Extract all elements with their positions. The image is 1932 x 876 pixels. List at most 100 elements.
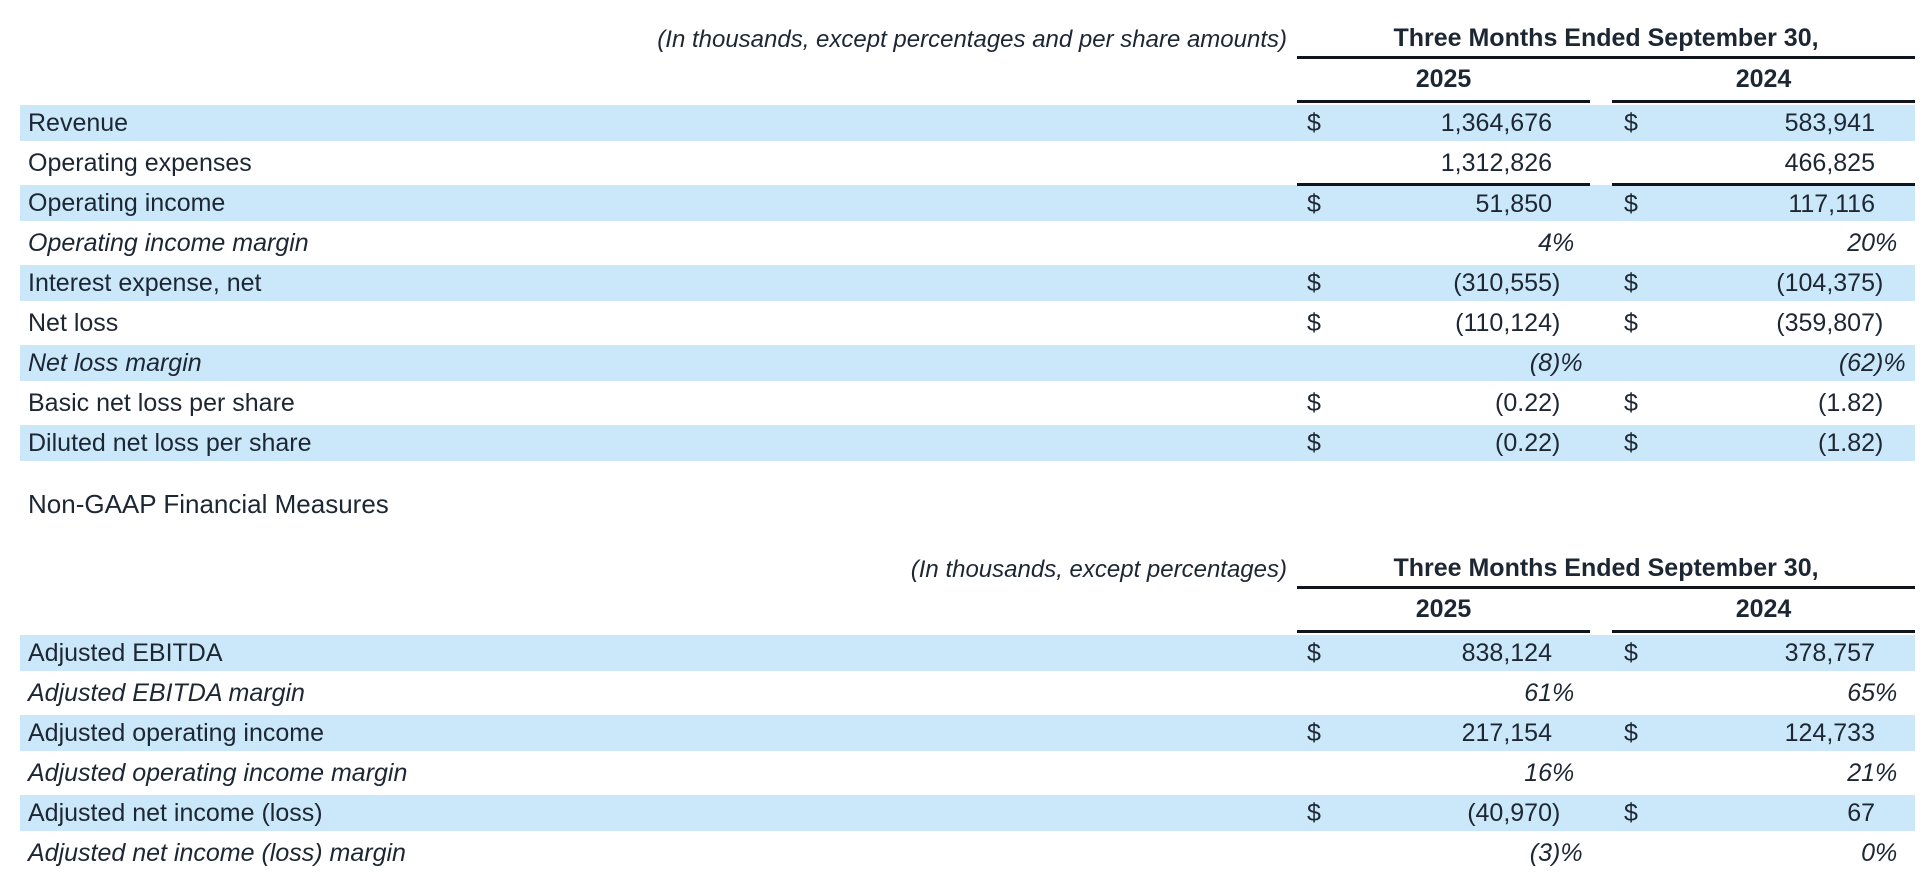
table-row: Operating income $51,850 $117,116 (20, 183, 1915, 223)
row-label: Operating expenses (28, 148, 252, 177)
cell-value: (110,124) (1455, 308, 1561, 337)
label-column-space (20, 59, 1297, 103)
column-spacer (1590, 383, 1612, 423)
year-column-2025: 2025 (1297, 59, 1590, 103)
gaap-table-body: Revenue $1,364,676 $583,941 Operating expen… (20, 103, 1915, 463)
value-2025: $51,850 (1297, 183, 1590, 223)
cell-value: (40,970) (1467, 798, 1561, 827)
column-spacer (1590, 223, 1612, 263)
row-label: Operating income margin (28, 228, 309, 257)
dollar-sign: $ (1307, 190, 1321, 218)
value-2024: 65% (1612, 673, 1915, 713)
column-spacer (1590, 263, 1612, 303)
table-row: Basic net loss per share $ (0.22) $ (1.82) (20, 383, 1915, 423)
dollar-sign: $ (1307, 308, 1321, 337)
units-note: (In thousands, except percentages and pe… (657, 25, 1287, 53)
non-gaap-results-table: (In thousands, except percentages) Three… (20, 550, 1915, 873)
value-2024: $ (104,375) (1612, 263, 1915, 303)
row-label: Net loss margin (28, 348, 202, 377)
cell-value: 583,941 (1784, 108, 1875, 137)
table-header-row: (In thousands, except percentages) Three… (20, 550, 1915, 589)
table-row: Operating income margin 4% 20% (20, 223, 1915, 263)
table-header-row: (In thousands, except percentages and pe… (20, 20, 1915, 59)
cell-value: (1.82) (1818, 428, 1884, 457)
cell-value: 61% (1524, 678, 1575, 707)
row-label: Adjusted net income (loss) margin (28, 838, 406, 867)
row-label: Adjusted net income (loss) (28, 798, 323, 827)
dollar-sign: $ (1624, 108, 1638, 137)
column-spacer (1590, 423, 1612, 463)
value-2024: $124,733 (1612, 713, 1915, 753)
cell-value: 4% (1538, 228, 1575, 257)
table-row: Adjusted EBITDA $838,124 $378,757 (20, 633, 1915, 673)
column-spacer (1590, 59, 1612, 103)
column-spacer (1590, 103, 1612, 143)
value-2025: (3)% (1297, 833, 1590, 873)
dollar-sign: $ (1307, 388, 1321, 417)
dollar-sign: $ (1307, 268, 1321, 297)
column-spacer (1590, 833, 1612, 873)
value-2025: $ (40,970) (1297, 793, 1590, 833)
cell-value: 16% (1524, 758, 1575, 787)
cell-value: 1,364,676 (1440, 108, 1552, 137)
value-2024: $ (1.82) (1612, 383, 1915, 423)
cell-value: 124,733 (1784, 718, 1875, 747)
cell-value: 1,312,826 (1440, 148, 1552, 177)
column-spacer (1590, 713, 1612, 753)
row-label: Operating income (28, 188, 226, 217)
year-column-2025: 2025 (1297, 589, 1590, 633)
dollar-sign: $ (1624, 718, 1638, 747)
table-row: Adjusted operating income margin 16% 21% (20, 753, 1915, 793)
column-spacer (1590, 673, 1612, 713)
value-2025: (8)% (1297, 343, 1590, 383)
value-2024: $ (359,807) (1612, 303, 1915, 343)
dollar-sign: $ (1624, 190, 1638, 218)
dollar-sign: $ (1624, 638, 1638, 667)
column-spacer (1590, 143, 1612, 183)
cell-value: 21% (1847, 758, 1898, 787)
cell-value: 117,116 (1788, 190, 1875, 218)
column-spacer (1590, 793, 1612, 833)
value-2025: 61% (1297, 673, 1590, 713)
value-2024: $378,757 (1612, 633, 1915, 673)
dollar-sign: $ (1307, 798, 1321, 827)
value-2024: $ (1.82) (1612, 423, 1915, 463)
cell-value: (3)% (1529, 838, 1583, 867)
row-label: Adjusted EBITDA (28, 638, 223, 667)
cell-value: 20% (1847, 228, 1898, 257)
row-label: Basic net loss per share (28, 388, 295, 417)
table-row: Net loss $ (110,124) $ (359,807) (20, 303, 1915, 343)
cell-value: 838,124 (1461, 638, 1552, 667)
value-2025: 4% (1297, 223, 1590, 263)
dollar-sign: $ (1624, 268, 1638, 297)
column-spacer (1590, 589, 1612, 633)
value-2025: $838,124 (1297, 633, 1590, 673)
dollar-sign: $ (1307, 108, 1321, 137)
dollar-sign: $ (1624, 388, 1638, 417)
value-2024: 20% (1612, 223, 1915, 263)
table-row: Operating expenses 1,312,826 466,825 (20, 143, 1915, 183)
year-column-2024: 2024 (1612, 59, 1915, 103)
cell-value: (310,555) (1453, 268, 1561, 297)
table-row: Adjusted net income (loss) margin (3)% 0% (20, 833, 1915, 873)
value-2025: $ (0.22) (1297, 383, 1590, 423)
cell-value: (104,375) (1776, 268, 1884, 297)
column-spacer (1590, 183, 1612, 223)
row-label: Adjusted EBITDA margin (28, 678, 305, 707)
period-header: Three Months Ended September 30, (1297, 550, 1915, 589)
table-row: Diluted net loss per share $ (0.22) $ (1.82) (20, 423, 1915, 463)
year-column-2024: 2024 (1612, 589, 1915, 633)
dollar-sign: $ (1307, 718, 1321, 747)
value-2024: $117,116 (1612, 183, 1915, 223)
cell-value: (0.22) (1495, 388, 1561, 417)
value-2024: 466,825 (1612, 143, 1915, 183)
table-row: Adjusted EBITDA margin 61% 65% (20, 673, 1915, 713)
year-header-row: 2025 2024 (20, 59, 1915, 103)
value-2024: (62)% (1612, 343, 1915, 383)
dollar-sign: $ (1624, 308, 1638, 337)
row-label: Adjusted operating income margin (28, 758, 408, 787)
cell-value: 67 (1847, 798, 1875, 827)
row-label: Net loss (28, 308, 119, 337)
period-header: Three Months Ended September 30, (1297, 20, 1915, 59)
